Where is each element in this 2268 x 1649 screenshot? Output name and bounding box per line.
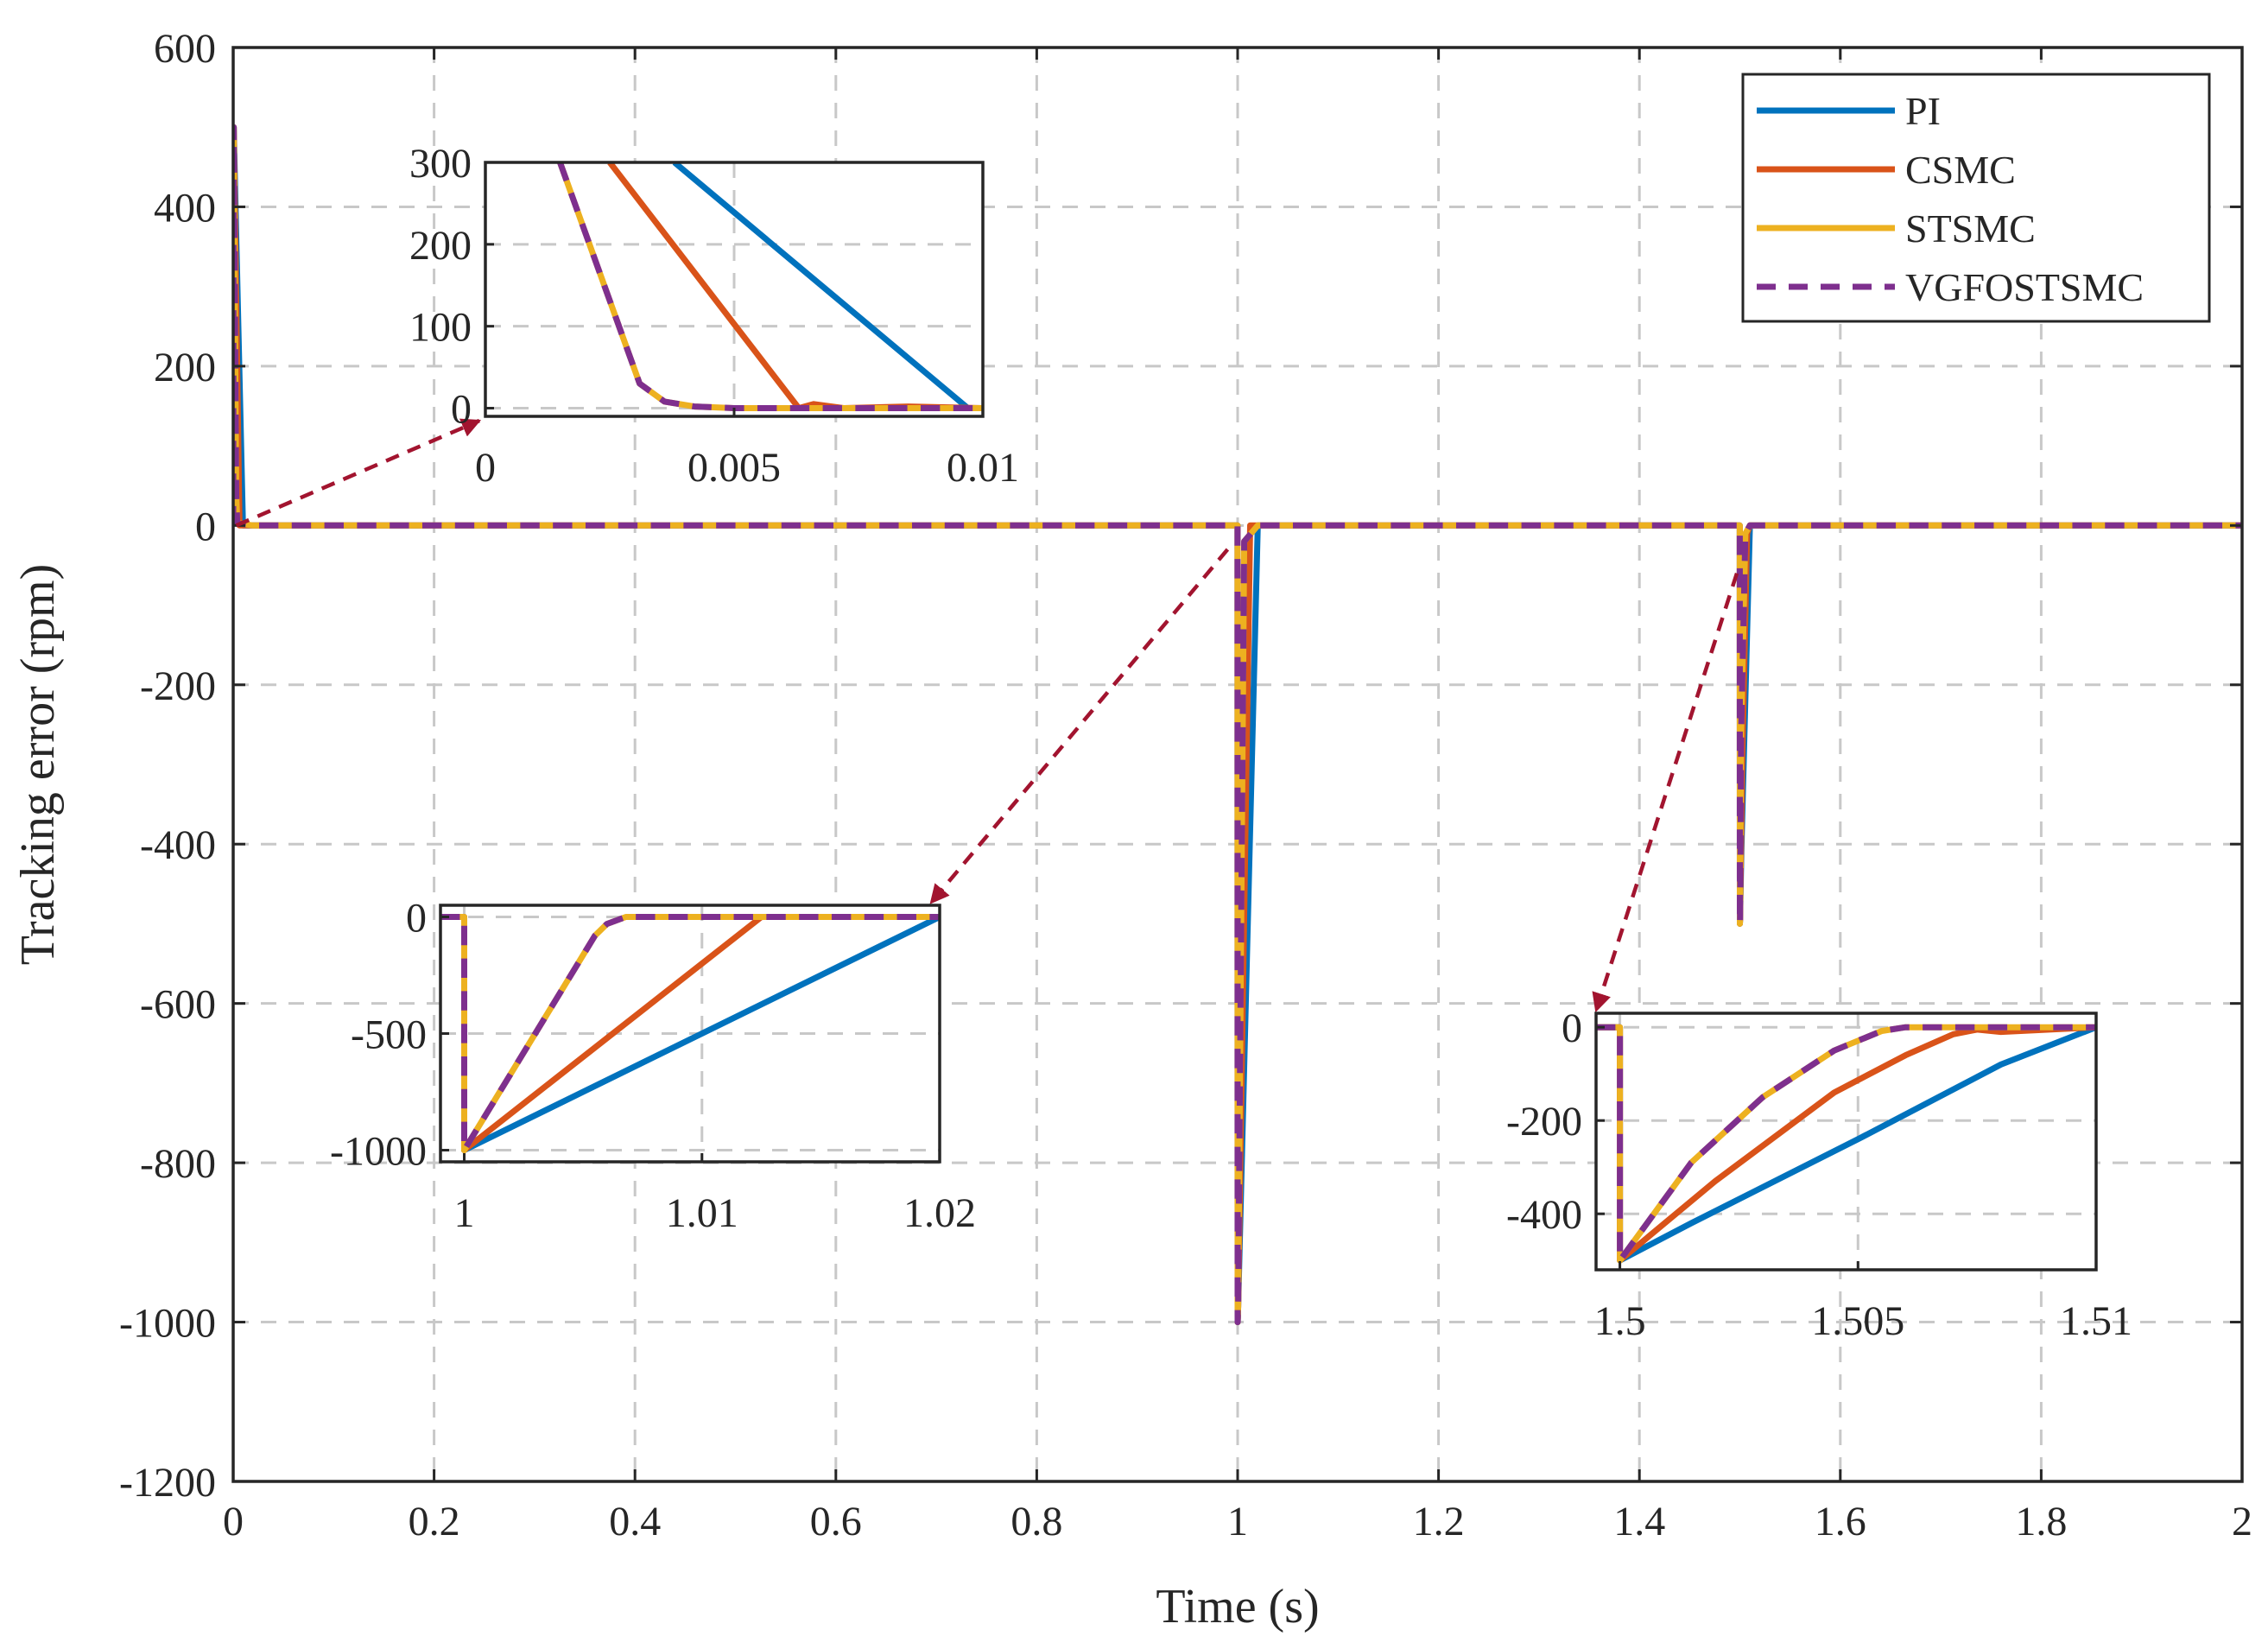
inset-step1-series (440, 914, 940, 1153)
x-tick-label: 0 (223, 1499, 244, 1544)
inset-x-tick-label: 1 (454, 1190, 475, 1236)
inset-x-tick-label: 0.005 (687, 445, 781, 491)
y-tick-label: 400 (154, 185, 216, 231)
series-line-vgfostsmc (557, 162, 983, 411)
legend-label-vgfostsmc: VGFOSTSMC (1905, 265, 2144, 309)
x-tick-labels: 0 0.2 0.4 0.6 0.8 1 1.2 1.4 1.6 1.8 2 (223, 48, 2252, 1544)
inset-y-tick-label: 0 (451, 387, 472, 433)
x-tick-label: 0.6 (810, 1499, 862, 1544)
y-tick-label: -400 (140, 822, 216, 868)
y-tick-label: -1000 (119, 1301, 216, 1347)
y-tick-label: 600 (154, 26, 216, 72)
x-tick-label: 0.4 (609, 1499, 661, 1544)
y-tick-label: 0 (195, 504, 216, 549)
x-tick-label: 1.2 (1413, 1499, 1465, 1544)
x-tick-label: 2 (2232, 1499, 2252, 1544)
inset-y-tick-label: -400 (1506, 1192, 1582, 1238)
inset-step2-frame (1594, 1012, 2098, 1272)
y-tick-label: -600 (140, 982, 216, 1028)
inset-step1: 1 1.01 1.02 -1000 -500 0 (330, 896, 976, 1237)
inset-y-tick-label: 200 (409, 223, 472, 269)
y-tick-label: -200 (140, 663, 216, 709)
y-tick-label: -1200 (119, 1460, 216, 1506)
legend-label-stsmc: STSMC (1905, 206, 2036, 251)
zoom-arrows (235, 418, 1739, 1013)
legend: PI CSMC STSMC VGFOSTSMC (1741, 73, 2211, 323)
inset-x-tick-label: 0.01 (947, 445, 1019, 491)
inset-y-tick-label: 100 (409, 305, 472, 351)
inset-y-tick-label: -200 (1506, 1099, 1582, 1145)
series-line-vgfostsmc (1596, 1024, 2096, 1264)
zoom-arrow (929, 548, 1230, 904)
zoom-arrow (1592, 572, 1739, 1013)
inset-x-tick-label: 1.505 (1811, 1298, 1904, 1344)
x-tick-label: 1.4 (1613, 1499, 1665, 1544)
inset-step2: 1.5 1.505 1.51 -400 -200 0 (1506, 1005, 2132, 1344)
inset-x-tick-label: 1.51 (2060, 1298, 2132, 1344)
x-tick-label: 0.8 (1010, 1499, 1062, 1544)
y-tick-labels: -1200 -1000 -800 -600 -400 -200 0 200 400 600 (119, 26, 2242, 1506)
inset-y-tick-label: 300 (409, 141, 472, 187)
inset-x-tick-label: 1.02 (903, 1190, 976, 1236)
zoom-arrow (235, 418, 482, 528)
inset-x-tick-label: 0 (475, 445, 496, 491)
x-tick-label: 1.8 (2015, 1499, 2067, 1544)
inset-y-tick-label: 0 (406, 896, 427, 942)
x-axis-label: Time (s) (1156, 1580, 1319, 1633)
legend-label-pi: PI (1905, 89, 1941, 133)
y-axis-label: Tracking error (rpm) (11, 564, 65, 965)
inset-x-tick-label: 1.5 (1594, 1298, 1646, 1344)
legend-label-csmc: CSMC (1905, 148, 2016, 192)
y-tick-label: -800 (140, 1141, 216, 1187)
inset-y-tick-label: -500 (351, 1012, 427, 1058)
inset-x-tick-label: 1.01 (666, 1190, 738, 1236)
inset-step2-series (1596, 1024, 2096, 1264)
x-tick-label: 0.2 (409, 1499, 460, 1544)
y-tick-label: 200 (154, 345, 216, 390)
x-tick-label: 1.6 (1815, 1499, 1866, 1544)
legend-box (1741, 73, 2211, 323)
x-tick-label: 1 (1227, 1499, 1248, 1544)
series-line-vgfostsmc (233, 124, 2242, 1326)
inset-start: 0 0.005 0.01 0 100 200 300 (409, 141, 1019, 491)
inset-start-series (557, 162, 983, 411)
inset-y-tick-label: -1000 (330, 1129, 427, 1175)
series-line-vgfostsmc (440, 914, 940, 1153)
inset-y-tick-label: 0 (1562, 1005, 1582, 1051)
